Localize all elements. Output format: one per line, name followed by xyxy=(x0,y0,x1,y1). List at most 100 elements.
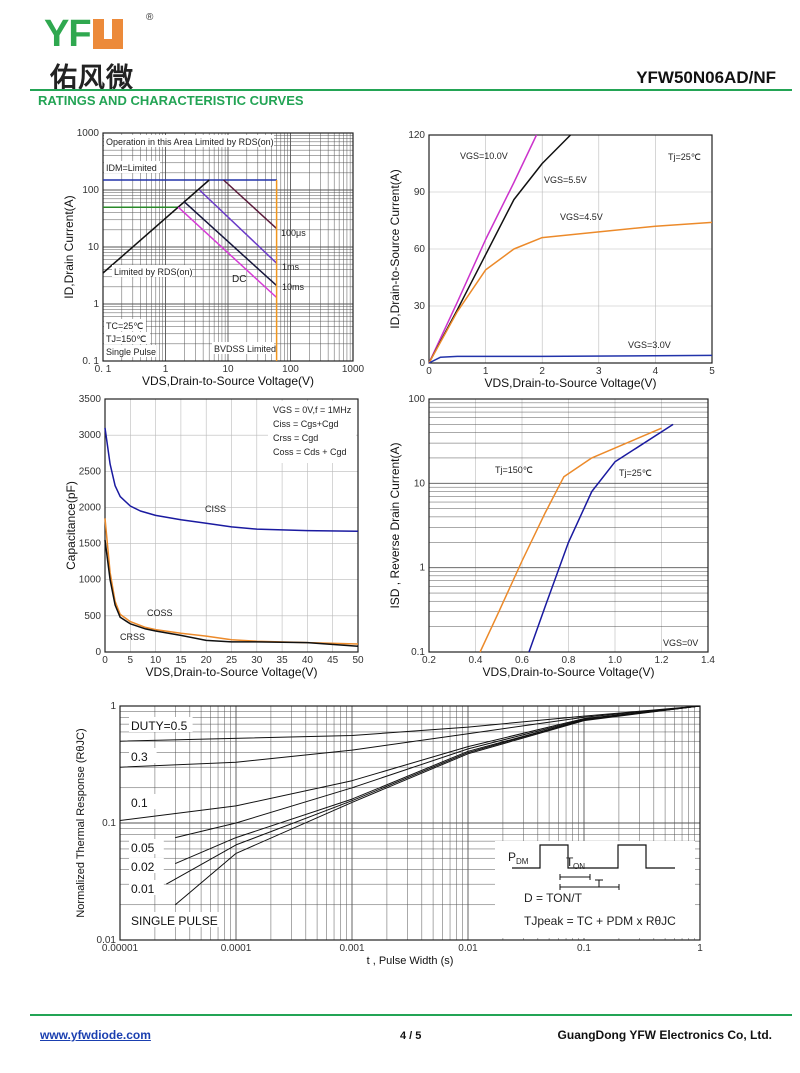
thermal-series-line xyxy=(119,705,701,821)
ton-span-marker xyxy=(559,874,591,880)
capacitance-x-tick-label: 15 xyxy=(175,655,187,666)
capacitance-label-ciss: CISS xyxy=(205,504,226,514)
output-y-tick-label: 90 xyxy=(414,187,426,198)
output-y-tick-label: 0 xyxy=(419,358,425,369)
soa-y-tick-label: 1000 xyxy=(77,128,100,139)
capacitance-series-line xyxy=(104,427,359,533)
company-logo: YF ® 佑风微 xyxy=(40,12,170,94)
output-series-line xyxy=(428,134,572,364)
thermal-x-tick-label: 0.00001 xyxy=(102,943,139,954)
body-diode-x-tick-label: 0.2 xyxy=(422,655,436,666)
capacitance-x-tick-label: 20 xyxy=(201,655,213,666)
capacitance-label-coss: COSS xyxy=(147,608,173,618)
thermal-label-duty-bg xyxy=(129,858,164,873)
body-diode-series-line xyxy=(479,427,662,653)
capacitance-x-tick-label: 35 xyxy=(277,655,289,666)
output-x-tick-label: 4 xyxy=(653,366,659,377)
logo-u-mark xyxy=(92,19,123,49)
thermal-series-line xyxy=(175,705,701,839)
capacitance-y-tick-label: 1500 xyxy=(79,539,102,550)
soa-note-single-pulse: Single Pulse xyxy=(106,347,156,357)
capacitance-label-crss: CRSS xyxy=(120,632,145,642)
thermal-label-duty-bg xyxy=(129,880,164,895)
thermal-x-tick-label: 0.0001 xyxy=(221,943,252,954)
soa-note-idm: IDM=Limited xyxy=(106,163,157,173)
thermal-label-duty: DUTY=0.5 xyxy=(131,719,188,733)
thermal-label-duty: 0.02 xyxy=(131,860,155,874)
thermal-y-tick-label: 0.01 xyxy=(97,935,117,946)
capacitance-condition-note: VGS = 0V,f = 1MHz xyxy=(273,405,352,415)
capacitance-condition-note: Ciss = Cgs+Cgd xyxy=(273,419,339,429)
page-number: 4 / 5 xyxy=(400,1030,422,1042)
capacitance-y-tick-label: 500 xyxy=(84,611,101,622)
part-number: YFW50N06AD/NF xyxy=(636,68,776,87)
capacitance-x-tick-label: 25 xyxy=(226,655,238,666)
thermal-series-line xyxy=(119,705,701,742)
body-diode-y-tick-label: 1 xyxy=(419,563,425,574)
header-divider xyxy=(30,89,792,91)
body-diode-label-tj25: Tj=25℃ xyxy=(619,468,652,478)
capacitance-condition-note: Crss = Cgd xyxy=(273,433,318,443)
body-diode-y-tick-label: 0.1 xyxy=(411,647,425,658)
body-diode-x-tick-label: 0.8 xyxy=(562,655,576,666)
section-title: RATINGS AND CHARACTERISTIC CURVES xyxy=(38,93,304,108)
soa-y-tick-label: 10 xyxy=(88,242,100,253)
soa-note-idm-bg xyxy=(104,161,160,173)
thermal-inset-duty-formula: D = TON/T xyxy=(524,891,583,905)
capacitance-series-line xyxy=(104,539,359,647)
website-link[interactable]: www.yfwdiode.com xyxy=(40,1028,151,1042)
body-diode-label-tj150: Tj=150℃ xyxy=(495,465,533,475)
soa-note-rds-limit: Operation in this Area Limited by RDS(on… xyxy=(106,137,274,147)
body-diode-series-line xyxy=(528,423,674,653)
output-x-axis-label: VDS,Drain-to-Source Voltage(V) xyxy=(484,376,656,390)
soa-note-tc: TC=25℃ xyxy=(106,321,143,331)
soa-note-rds-line: Limited by RDS(on) xyxy=(114,267,193,277)
body-diode-x-tick-label: 0.4 xyxy=(469,655,483,666)
thermal-y-tick-label: 0.1 xyxy=(102,818,116,829)
thermal-label-duty-bg xyxy=(129,839,164,854)
capacitance-y-tick-label: 2000 xyxy=(79,502,102,513)
soa-note-bvdss: BVDSS Limited xyxy=(214,344,276,354)
thermal-series-line xyxy=(165,705,701,885)
capacitance-x-tick-label: 50 xyxy=(352,655,364,666)
soa-x-tick-label: 1 xyxy=(163,364,169,375)
thermal-x-tick-label: 0.01 xyxy=(458,943,478,954)
thermal-inset-ton-sub: ON xyxy=(573,862,585,871)
thermal-y-tick-label: 1 xyxy=(110,701,116,712)
output-x-tick-label: 0 xyxy=(426,366,432,377)
body-diode-x-tick-label: 1.2 xyxy=(655,655,669,666)
soa-label-100us: 100μs xyxy=(281,228,306,238)
capacitance-x-tick-label: 45 xyxy=(327,655,339,666)
footer-divider xyxy=(30,1014,792,1016)
thermal-label-duty: 0.3 xyxy=(131,750,148,764)
output-y-tick-label: 120 xyxy=(408,130,425,141)
capacitance-y-tick-label: 1000 xyxy=(79,575,102,586)
thermal-label-duty-bg xyxy=(129,794,157,809)
capacitance-legend-bg xyxy=(268,401,356,463)
thermal-inset-pdm: P xyxy=(508,850,516,864)
thermal-inset-bg xyxy=(495,841,695,938)
capacitance-x-tick-label: 0 xyxy=(102,655,108,666)
soa-note-rds-line-bg xyxy=(112,265,192,277)
soa-x-tick-label: 10 xyxy=(222,364,234,375)
body-diode-plot-frame xyxy=(428,398,709,653)
capacitance-x-tick-label: 30 xyxy=(251,655,263,666)
capacitance-x-tick-label: 5 xyxy=(128,655,134,666)
capacitance-x-tick-label: 10 xyxy=(150,655,162,666)
soa-note-tc-bg xyxy=(104,319,146,331)
capacitance-y-tick-label: 3000 xyxy=(79,430,102,441)
output-x-tick-label: 1 xyxy=(483,366,489,377)
capacitance-y-tick-label: 3500 xyxy=(79,394,102,405)
output-label-vgs45: VGS=4.5V xyxy=(560,212,603,222)
logo-chinese-name: 佑风微 xyxy=(50,63,134,94)
output-x-tick-label: 5 xyxy=(709,366,715,377)
soa-note-tj-bg xyxy=(104,332,150,344)
thermal-label-duty-bg xyxy=(129,748,157,763)
capacitance-x-tick-label: 40 xyxy=(302,655,314,666)
thermal-label-duty: SINGLE PULSE xyxy=(131,914,218,928)
soa-x-axis-label: VDS,Drain-to-Source Voltage(V) xyxy=(142,374,314,388)
soa-series-line xyxy=(223,179,278,230)
body-diode-grid xyxy=(428,399,709,653)
soa-plot-frame xyxy=(102,132,354,362)
